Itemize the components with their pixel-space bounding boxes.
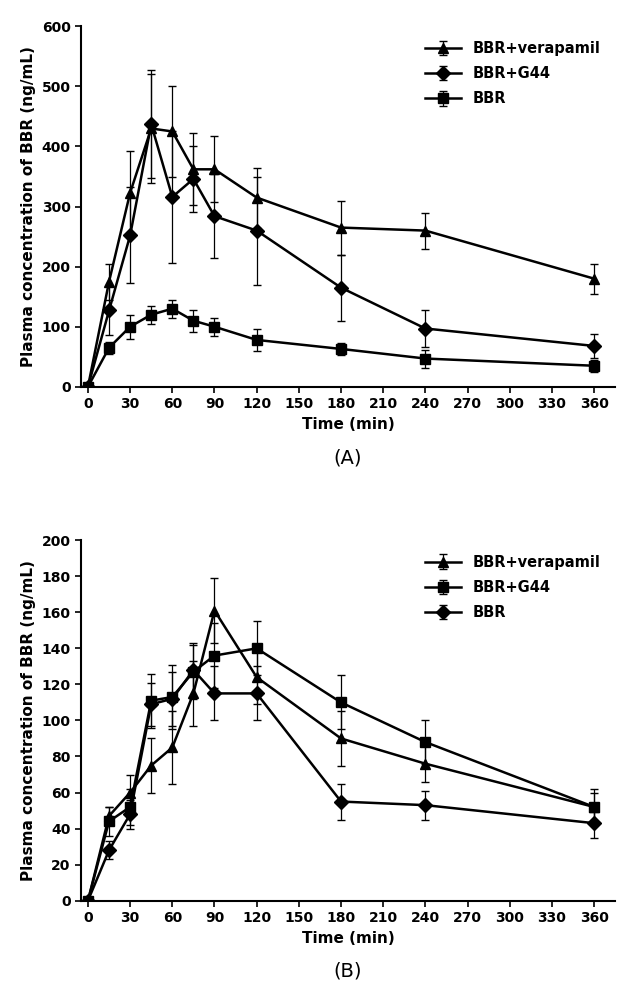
Legend: BBR+verapamil, BBR+G44, BBR: BBR+verapamil, BBR+G44, BBR	[417, 34, 608, 114]
X-axis label: Time (min): Time (min)	[301, 417, 394, 432]
Y-axis label: Plasma concentration of BBR (ng/mL): Plasma concentration of BBR (ng/mL)	[21, 560, 36, 881]
Legend: BBR+verapamil, BBR+G44, BBR: BBR+verapamil, BBR+G44, BBR	[417, 548, 608, 628]
Text: (A): (A)	[334, 448, 363, 467]
Y-axis label: Plasma concentration of BBR (ng/mL): Plasma concentration of BBR (ng/mL)	[21, 46, 36, 367]
Text: (B): (B)	[334, 962, 363, 981]
X-axis label: Time (min): Time (min)	[301, 931, 394, 946]
